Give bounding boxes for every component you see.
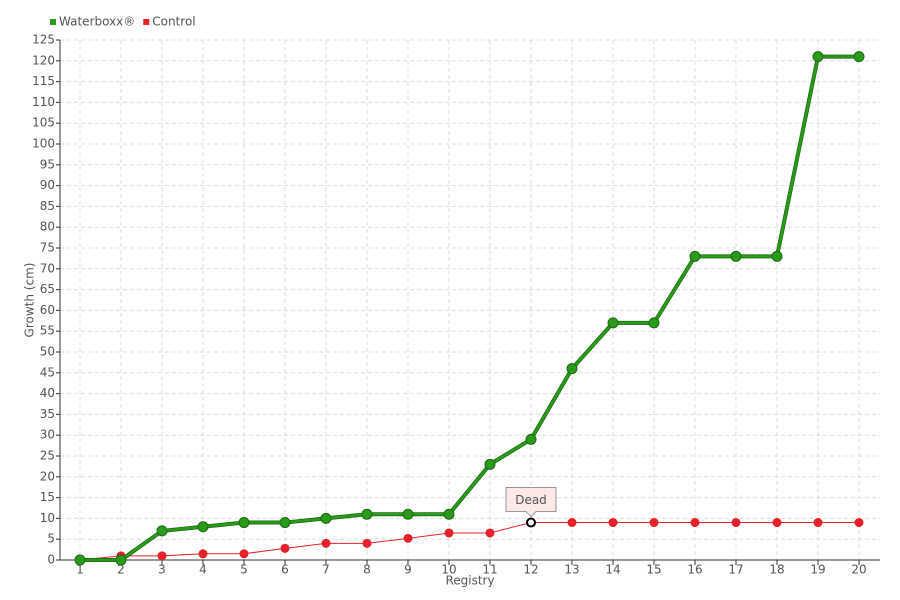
marker [731, 518, 741, 528]
y-tick-label: 80 [40, 220, 55, 234]
marker [321, 538, 331, 548]
marker [813, 518, 823, 528]
marker [198, 549, 208, 559]
marker [74, 554, 86, 566]
x-tick-label: 16 [687, 563, 702, 577]
marker [608, 518, 618, 528]
legend-label: Waterboxx® [59, 15, 135, 29]
legend-swatch [143, 19, 150, 25]
x-tick-label: 13 [564, 563, 579, 577]
y-tick-label: 10 [40, 511, 55, 525]
series-line [80, 55, 859, 562]
y-tick-label: 35 [40, 407, 55, 421]
x-axis-label: Registry [445, 574, 494, 588]
marker [484, 458, 496, 470]
marker [362, 538, 372, 548]
marker [812, 51, 824, 63]
x-tick-label: 5 [240, 563, 248, 577]
annotated-marker [526, 517, 536, 528]
legend-label: Control [152, 15, 195, 29]
y-tick-label: 40 [40, 386, 55, 400]
marker [320, 512, 332, 524]
y-tick-label: 100 [32, 137, 55, 151]
x-tick-label: 8 [363, 563, 371, 577]
y-tick-label: 125 [32, 33, 55, 47]
y-tick-label: 30 [40, 428, 55, 442]
y-tick-label: 50 [40, 345, 55, 359]
marker [361, 508, 373, 520]
y-tick-label: 0 [47, 553, 55, 567]
marker [402, 508, 414, 520]
x-tick-label: 7 [322, 563, 330, 577]
x-tick-label: 9 [404, 563, 412, 577]
y-tick-label: 95 [40, 157, 55, 171]
y-tick-label: 75 [40, 241, 55, 255]
x-tick-label: 20 [851, 563, 866, 577]
x-tick-label: 12 [523, 563, 538, 577]
x-tick-label: 17 [728, 563, 743, 577]
marker [853, 51, 865, 63]
marker [566, 363, 578, 375]
x-tick-label: 6 [281, 563, 289, 577]
y-tick-label: 5 [47, 532, 55, 546]
marker [403, 533, 413, 543]
y-tick-label: 55 [40, 324, 55, 338]
x-tick-label: 4 [199, 563, 207, 577]
legend-swatch [50, 19, 56, 25]
annotation-box [505, 487, 557, 518]
annotation-text: Dead [515, 493, 547, 507]
y-axis-label: Growth (cm) [23, 263, 37, 338]
marker [156, 525, 168, 537]
x-tick-label: 10 [441, 563, 456, 577]
y-tick-label: 120 [32, 53, 55, 67]
marker [115, 554, 127, 566]
marker [280, 543, 290, 553]
x-tick-label: 18 [769, 563, 784, 577]
marker [525, 433, 537, 445]
y-tick-label: 25 [40, 449, 55, 463]
marker [690, 518, 700, 528]
y-tick-label: 90 [40, 178, 55, 192]
series-line [79, 522, 859, 561]
marker [730, 250, 742, 262]
x-tick-label: 1 [76, 563, 84, 577]
y-tick-label: 15 [40, 490, 55, 504]
marker [443, 508, 455, 520]
marker [772, 518, 782, 528]
y-tick-label: 105 [32, 116, 55, 130]
marker [157, 551, 167, 561]
marker [771, 250, 783, 262]
marker [238, 517, 250, 529]
x-tick-label: 3 [158, 563, 166, 577]
y-tick-label: 115 [32, 74, 55, 88]
marker [689, 250, 701, 262]
marker [648, 317, 660, 329]
marker [607, 317, 619, 329]
marker [567, 518, 577, 528]
marker [854, 518, 864, 528]
x-tick-label: 11 [482, 563, 497, 577]
x-tick-label: 2 [117, 563, 125, 577]
marker [239, 549, 249, 559]
x-tick-label: 15 [646, 563, 661, 577]
y-tick-label: 60 [40, 303, 55, 317]
x-tick-label: 19 [810, 563, 825, 577]
marker [197, 521, 209, 533]
marker [444, 528, 454, 538]
y-tick-label: 110 [32, 95, 55, 109]
y-tick-label: 65 [40, 282, 55, 296]
marker [279, 517, 291, 529]
y-tick-label: 45 [40, 365, 55, 379]
y-tick-label: 85 [40, 199, 55, 213]
marker [649, 518, 659, 528]
x-tick-label: 14 [605, 563, 620, 577]
marker [485, 528, 495, 538]
y-tick-label: 20 [40, 469, 55, 483]
y-tick-label: 70 [40, 261, 55, 275]
